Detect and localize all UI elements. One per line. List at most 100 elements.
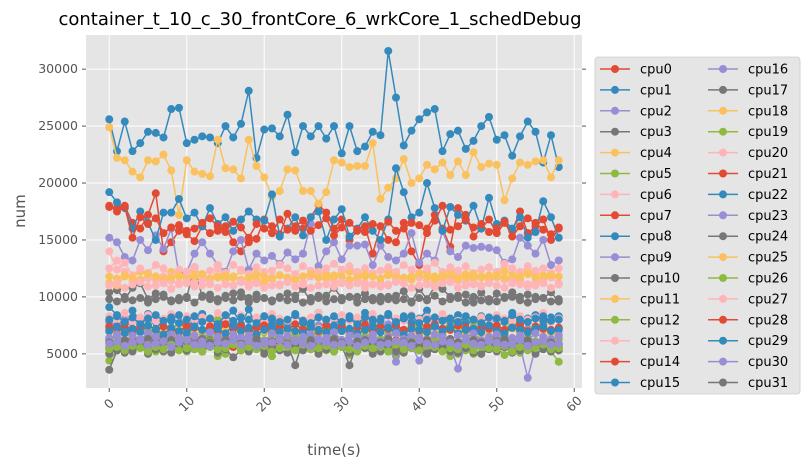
data-point	[477, 328, 486, 337]
data-point	[399, 218, 408, 227]
legend-item-cpu10: cpu10	[600, 272, 680, 287]
data-point	[190, 331, 199, 340]
data-point	[384, 339, 393, 348]
data-point	[353, 292, 362, 301]
data-point	[260, 272, 269, 281]
data-point	[547, 131, 555, 140]
data-point	[275, 232, 284, 241]
data-point	[120, 292, 129, 301]
data-point	[461, 298, 470, 307]
data-point	[144, 127, 152, 136]
data-point	[547, 261, 555, 270]
data-point	[190, 224, 199, 233]
data-point	[384, 263, 393, 272]
data-point	[492, 246, 501, 255]
data-point	[221, 339, 230, 348]
data-point	[221, 271, 230, 280]
data-point	[229, 289, 238, 298]
data-point	[492, 289, 501, 298]
legend-item-cpu5: cpu5	[600, 167, 672, 182]
data-point	[469, 232, 478, 241]
data-point	[500, 316, 509, 325]
data-point	[151, 214, 160, 223]
data-point	[353, 313, 362, 322]
data-point	[430, 313, 439, 322]
y-tick-label: 15000	[38, 232, 78, 247]
data-point	[283, 324, 292, 333]
data-point	[268, 229, 276, 238]
data-point	[283, 278, 292, 287]
data-point	[244, 207, 253, 216]
data-point	[291, 311, 300, 320]
data-point	[345, 337, 354, 346]
legend-label: cpu31	[748, 376, 788, 391]
legend-item-cpu26: cpu26	[708, 272, 788, 287]
data-point	[477, 349, 486, 358]
data-point	[330, 347, 338, 356]
data-point	[469, 243, 478, 252]
data-point	[299, 249, 307, 258]
data-point	[353, 241, 362, 250]
data-point	[430, 105, 439, 114]
data-point	[423, 179, 431, 188]
data-point	[113, 256, 121, 265]
data-point	[159, 150, 168, 159]
data-point	[136, 294, 145, 303]
data-point	[539, 215, 548, 224]
data-point	[229, 261, 238, 270]
data-point	[283, 296, 292, 305]
data-point	[399, 188, 408, 197]
data-point	[516, 222, 524, 231]
data-point	[446, 225, 455, 234]
data-point	[252, 161, 261, 170]
data-point	[554, 233, 563, 242]
data-point	[244, 233, 253, 242]
legend-label: cpu18	[748, 104, 788, 119]
data-point	[368, 139, 377, 148]
data-point	[361, 283, 369, 292]
data-point	[508, 232, 517, 241]
data-point	[539, 279, 548, 288]
data-point	[128, 338, 137, 347]
data-point	[221, 227, 230, 236]
data-point	[167, 330, 176, 339]
data-point	[523, 341, 532, 350]
data-point	[229, 281, 238, 290]
data-point	[128, 280, 137, 289]
legend-swatch-marker	[611, 232, 619, 241]
data-point	[423, 273, 431, 282]
data-point	[283, 340, 292, 349]
legend-label: cpu0	[640, 63, 672, 78]
data-point	[314, 349, 323, 358]
data-point	[500, 283, 509, 292]
data-point	[314, 281, 323, 290]
data-point	[461, 215, 470, 224]
legend-swatch-marker	[719, 274, 727, 282]
data-point	[330, 238, 338, 247]
legend-label: cpu9	[640, 251, 672, 266]
legend-item-cpu23: cpu23	[708, 209, 788, 224]
data-point	[120, 308, 129, 317]
y-tick-label: 25000	[38, 118, 78, 133]
data-point	[151, 189, 160, 198]
data-point	[213, 264, 222, 273]
data-point	[159, 322, 168, 331]
data-point	[361, 213, 369, 222]
data-point	[213, 222, 222, 231]
data-point	[539, 294, 548, 303]
data-point	[469, 298, 478, 307]
data-point	[306, 132, 315, 141]
data-point	[384, 46, 393, 55]
data-point	[454, 126, 462, 135]
data-point	[237, 215, 245, 224]
data-point	[423, 315, 431, 324]
data-point	[105, 115, 114, 124]
data-point	[167, 313, 176, 322]
data-point	[376, 316, 385, 325]
data-point	[500, 259, 509, 268]
data-point	[531, 273, 540, 282]
data-point	[477, 220, 486, 229]
data-point	[221, 320, 230, 329]
data-point	[136, 278, 145, 287]
data-point	[151, 332, 160, 341]
